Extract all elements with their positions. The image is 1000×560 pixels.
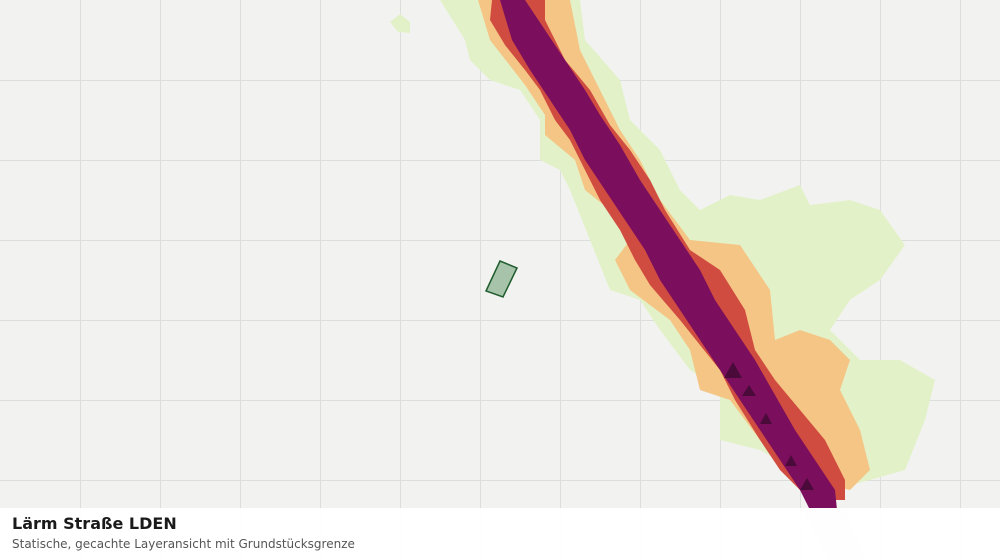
noise-zone-very-high bbox=[500, 0, 838, 520]
layer-subtitle: Statische, gecachte Layeransicht mit Gru… bbox=[12, 537, 355, 551]
parcel-boundary bbox=[484, 260, 519, 298]
layer-title: Lärm Straße LDEN bbox=[12, 514, 177, 533]
noise-peaks bbox=[724, 362, 814, 490]
legend-panel: Lärm Straße LDEN Statische, gecachte Lay… bbox=[0, 508, 1000, 560]
